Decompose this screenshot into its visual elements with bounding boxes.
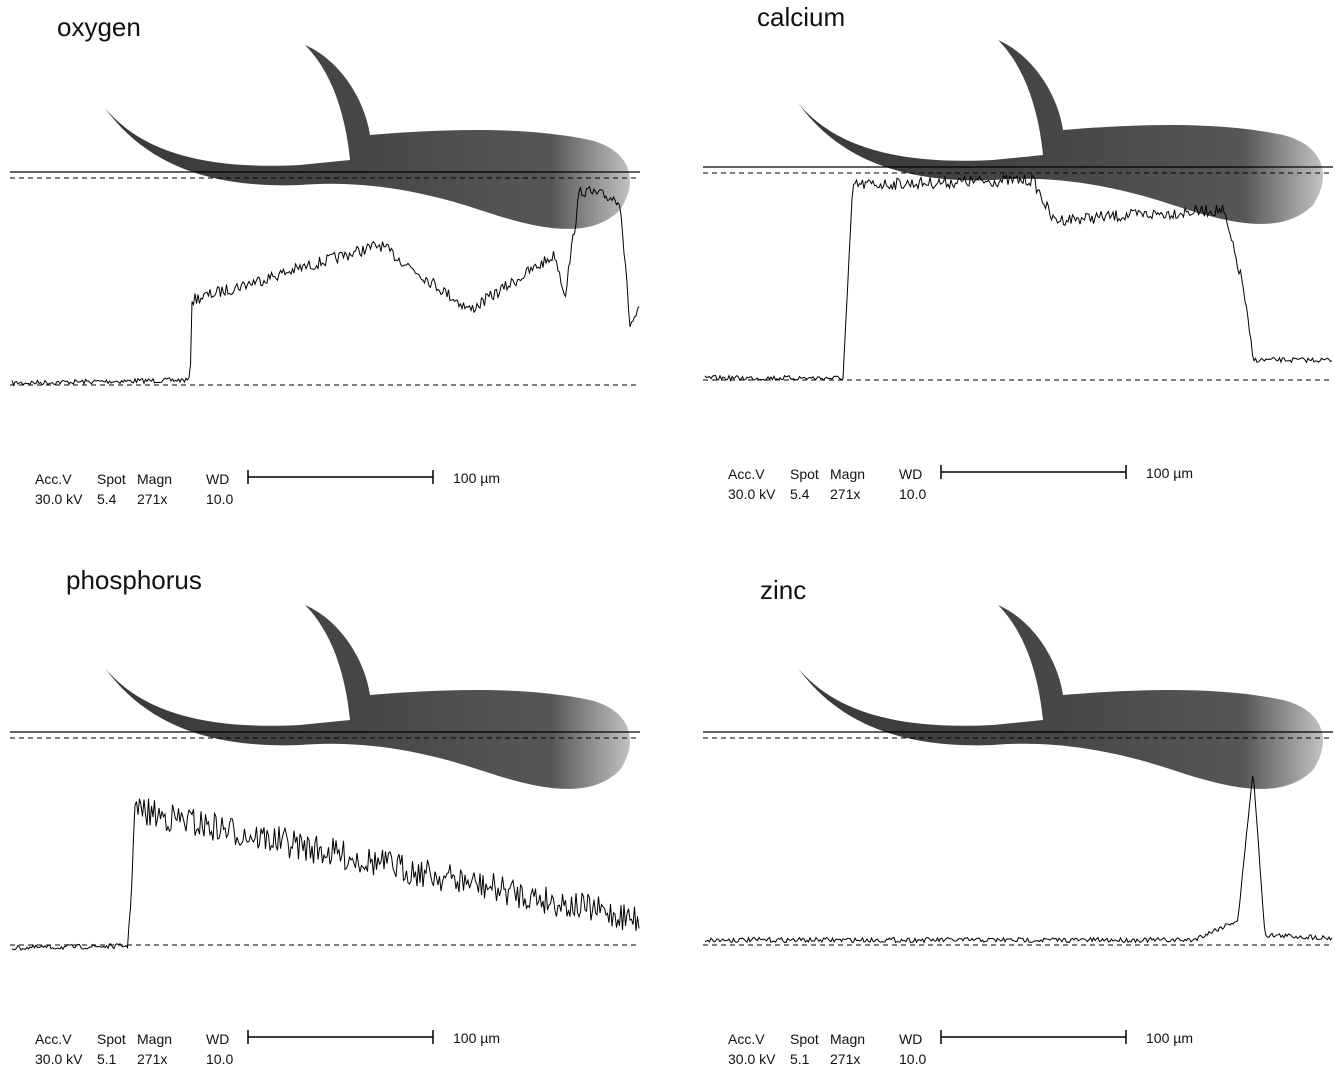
scale-label: 100 µm xyxy=(453,1030,500,1046)
info-value: 5.1 xyxy=(790,1051,810,1067)
info-value: 10.0 xyxy=(206,1051,233,1067)
info-value: 30.0 kV xyxy=(728,1051,776,1067)
info-header: Magn xyxy=(137,471,172,487)
info-header: WD xyxy=(206,471,229,487)
panel-title: phosphorus xyxy=(66,565,202,595)
info-header: Acc.V xyxy=(35,1031,72,1047)
info-header: WD xyxy=(899,466,922,482)
info-value: 271x xyxy=(830,486,860,502)
info-header: Magn xyxy=(137,1031,172,1047)
scale-label: 100 µm xyxy=(1146,465,1193,481)
panel: phosphorus Acc.V Spot Magn WD 30.0 kV 5.1 271x 1… xyxy=(10,565,640,1067)
info-header: Spot xyxy=(790,466,819,482)
info-value: 271x xyxy=(137,491,167,507)
panel-title: zinc xyxy=(760,575,806,605)
panel: oxygen Acc.V Spot Magn WD 30.0 kV 5.4 271x 10.0 1… xyxy=(10,12,640,507)
panel-title: oxygen xyxy=(57,12,141,42)
info-value: 271x xyxy=(137,1051,167,1067)
specimen xyxy=(798,40,1323,224)
info-value: 30.0 kV xyxy=(728,486,776,502)
info-header: Spot xyxy=(97,471,126,487)
panel: calcium Acc.V Spot Magn WD 30.0 kV 5.4 271x 10.0… xyxy=(703,2,1333,502)
panel: zinc Acc.V Spot Magn WD 30.0 kV 5.1 271x 10.0 100… xyxy=(703,575,1333,1067)
info-header: Spot xyxy=(97,1031,126,1047)
info-header: Magn xyxy=(830,466,865,482)
scale-label: 100 µm xyxy=(453,470,500,486)
specimen xyxy=(105,605,630,789)
info-value: 10.0 xyxy=(899,486,926,502)
info-header: WD xyxy=(899,1031,922,1047)
specimen xyxy=(798,605,1323,789)
info-value: 5.4 xyxy=(790,486,810,502)
info-value: 30.0 kV xyxy=(35,1051,83,1067)
line-scan-trace xyxy=(704,776,1333,944)
info-value: 5.4 xyxy=(97,491,117,507)
line-scan-trace xyxy=(704,173,1333,383)
info-header: WD xyxy=(206,1031,229,1047)
info-header: Acc.V xyxy=(728,1031,765,1047)
info-header: Acc.V xyxy=(728,466,765,482)
line-scan-trace xyxy=(11,185,640,387)
specimen xyxy=(105,45,630,229)
info-value: 5.1 xyxy=(97,1051,117,1067)
info-value: 10.0 xyxy=(899,1051,926,1067)
info-header: Magn xyxy=(830,1031,865,1047)
scale-label: 100 µm xyxy=(1146,1030,1193,1046)
panel-title: calcium xyxy=(757,2,845,32)
info-header: Spot xyxy=(790,1031,819,1047)
info-value: 271x xyxy=(830,1051,860,1067)
info-value: 30.0 kV xyxy=(35,491,83,507)
info-header: Acc.V xyxy=(35,471,72,487)
line-scan-trace xyxy=(11,798,640,951)
info-value: 10.0 xyxy=(206,491,233,507)
